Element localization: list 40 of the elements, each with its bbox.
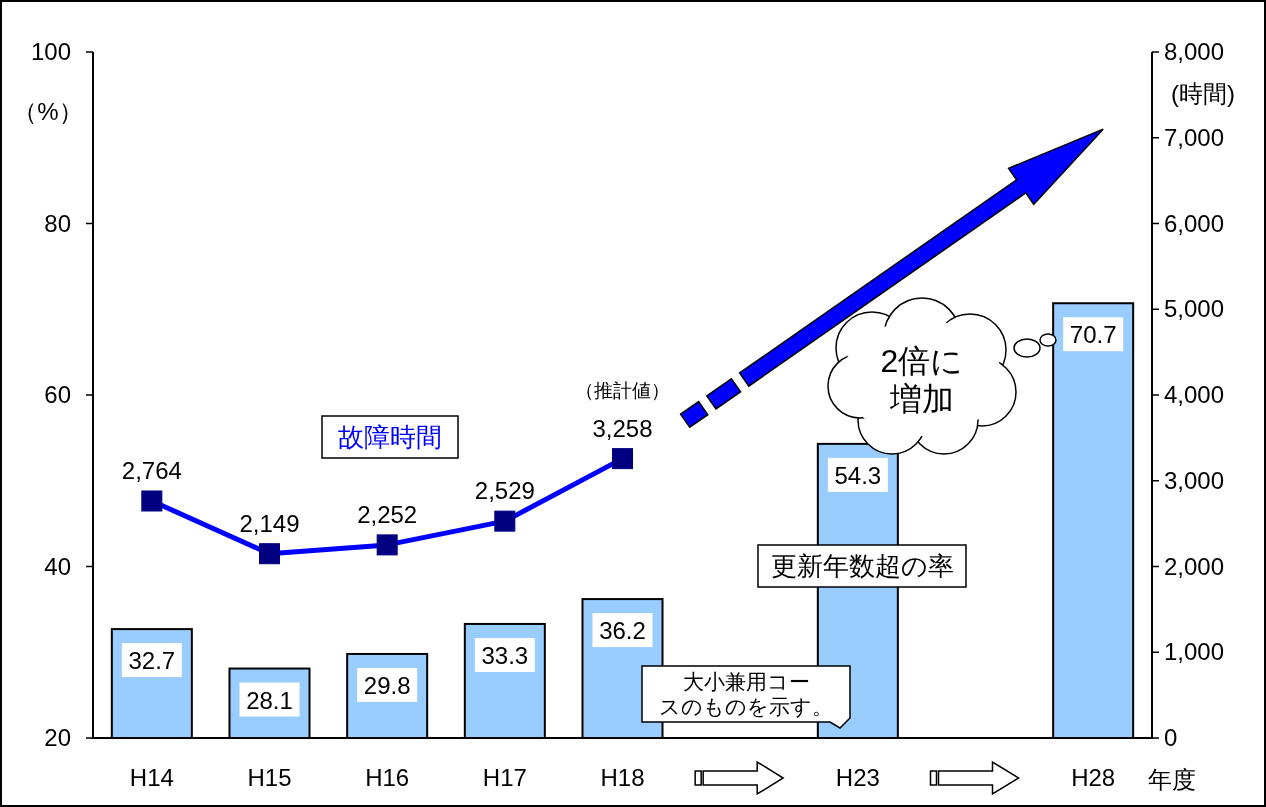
- annotation: （推計値）: [575, 379, 670, 401]
- x-tick-label: H16: [365, 764, 410, 791]
- y-tick-label: 80: [44, 209, 71, 237]
- data-label: 29.8: [363, 671, 411, 699]
- data-label: 2,764: [121, 456, 182, 484]
- data-label: 2,149: [239, 509, 300, 537]
- text: 故障時間: [338, 422, 442, 452]
- series-label: 更新年数超の率: [770, 551, 954, 581]
- y2-tick-label: 3,000: [1164, 466, 1225, 494]
- data-label: 70.7: [1069, 321, 1117, 349]
- y2-axis-title: (時間): [1171, 80, 1235, 107]
- x-tick-label: H14: [129, 764, 174, 791]
- y2-tick-label: 8,000: [1164, 38, 1225, 65]
- y-tick-label: 60: [44, 381, 71, 408]
- y2-tick-label: 5,000: [1164, 295, 1225, 323]
- x-tick-label: H23: [835, 764, 880, 791]
- data-label: 36.2: [599, 617, 646, 645]
- y-tick-label: 100: [30, 38, 71, 65]
- data-label: 2,529: [474, 477, 535, 505]
- data-label: 2,252: [357, 500, 418, 528]
- y2-tick-label: 6,000: [1164, 209, 1225, 237]
- data-label: 3,258: [592, 414, 653, 442]
- y2-tick-label: 4,000: [1164, 381, 1225, 408]
- x-tick-label: H18: [600, 764, 645, 791]
- x-tick-label: H17: [482, 764, 527, 791]
- y-tick-label: 20: [44, 724, 71, 751]
- x-tick-label: H15: [247, 764, 292, 791]
- annotation: 大小兼用コースのものを示す。: [659, 670, 833, 718]
- y2-tick-label: 7,000: [1164, 123, 1225, 151]
- y2-tick-label: 1,000: [1164, 638, 1225, 666]
- data-label: 54.3: [834, 461, 882, 489]
- data-label: 32.7: [128, 647, 176, 675]
- y2-tick-label: 2,000: [1164, 552, 1225, 580]
- y2-tick-label: 0: [1164, 724, 1178, 751]
- x-tick-label: H28: [1071, 764, 1116, 791]
- y-tick-label: 40: [44, 552, 71, 580]
- data-label: 28.1: [246, 686, 293, 714]
- y-axis-title: （%）: [13, 98, 83, 125]
- data-label: 33.3: [481, 641, 529, 669]
- x-axis-title: 年度: [1148, 766, 1196, 793]
